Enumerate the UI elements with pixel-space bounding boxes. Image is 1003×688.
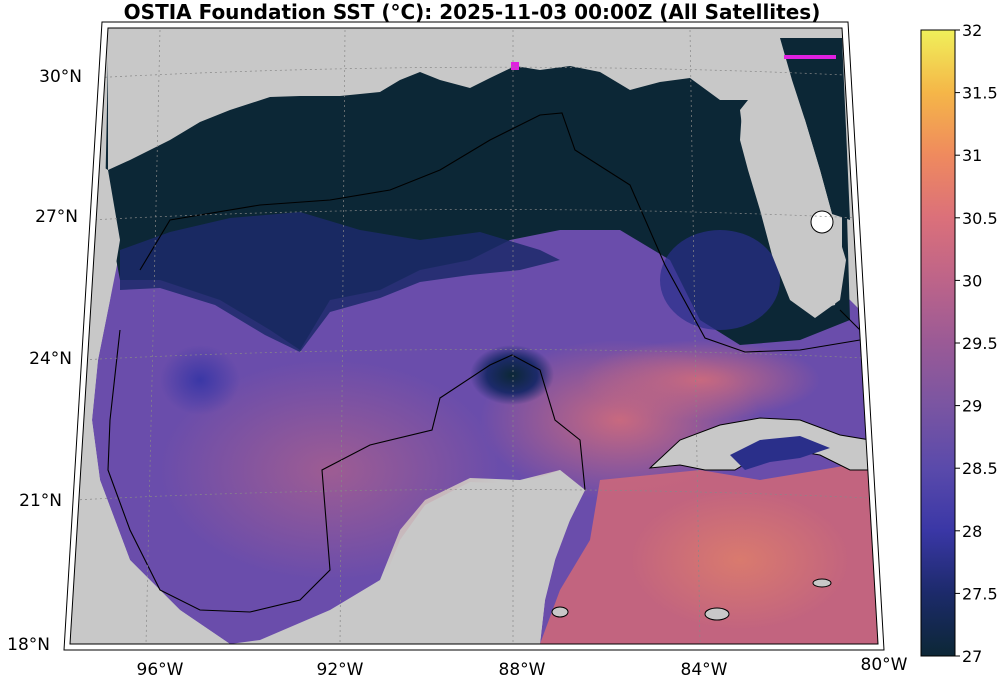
colorbar-tick-label: 27 — [962, 647, 982, 666]
warm-patch — [630, 490, 850, 630]
colorbar-tick-label: 30 — [962, 271, 982, 290]
map-title: OSTIA Foundation SST (°C): 2025-11-03 00… — [124, 0, 821, 24]
mexico-land — [70, 140, 230, 644]
map-border — [63, 21, 885, 651]
map-area — [70, 28, 878, 644]
lon-label-96: 96°W — [137, 660, 184, 680]
florida-peninsula — [740, 85, 846, 318]
yucatan-land — [330, 470, 585, 644]
graticule-lon-84 — [689, 29, 701, 644]
eez-boundary-line — [107, 112, 861, 613]
lon-label-92: 92°W — [317, 660, 364, 680]
graticule-lat-21 — [74, 489, 871, 501]
colorbar-tick-label: 27.5 — [962, 584, 998, 603]
lon-label-84: 84°W — [681, 660, 728, 680]
colorbar-bar — [920, 29, 956, 657]
colorbar-tick-label: 32 — [962, 21, 982, 40]
colorbar-tick-label: 31 — [962, 146, 982, 165]
island-cayman — [704, 607, 730, 621]
graticule-lon-96 — [145, 29, 161, 644]
colorbar-tick-label: 28.5 — [962, 459, 998, 478]
colorbar-tick-label: 29.5 — [962, 334, 998, 353]
colorbar-tick-label: 31.5 — [962, 84, 998, 103]
lon-labels: 96°W 92°W 88°W 84°W 80°W — [137, 655, 908, 680]
island-cozumel — [551, 606, 569, 618]
colorbar-tick-label: 28 — [962, 522, 982, 541]
lat-label-21: 21°N — [19, 491, 62, 511]
west-florida-shelf-eddy — [660, 230, 780, 330]
lat-label-24: 24°N — [29, 349, 72, 369]
lat-label-18: 18°N — [7, 635, 50, 655]
eddy-cool — [160, 345, 240, 415]
shelf-transition — [120, 212, 560, 352]
island-small — [812, 578, 832, 588]
lake-okeechobee — [810, 210, 834, 234]
atlantic-strip — [780, 38, 850, 220]
graticule-lon-92 — [339, 29, 346, 644]
magenta-strip — [784, 55, 836, 59]
cold-core-eddy — [470, 345, 554, 405]
florida-straits-warm — [580, 340, 820, 420]
colorbar-tick-label: 29 — [962, 397, 982, 416]
lat-labels: 30°N 27°N 24°N 21°N 18°N — [7, 67, 82, 655]
graticule-lat-24 — [79, 349, 866, 361]
lon-label-88: 88°W — [499, 660, 546, 680]
colorbar-ticks: 32 31.5 31 30.5 30 29.5 29 28.5 28 27.5 27 — [955, 21, 998, 666]
colorbar: 32 31.5 31 30.5 30 29.5 29 28.5 28 27.5 27 — [920, 21, 998, 666]
us-land — [70, 28, 878, 310]
magenta-mark — [511, 62, 519, 70]
lat-label-27: 27°N — [35, 207, 78, 227]
cuba-shelf — [730, 436, 830, 470]
lon-label-80: 80°W — [861, 655, 908, 675]
graticule — [74, 29, 871, 644]
colorbar-tick-label: 30.5 — [962, 209, 998, 228]
lat-label-30: 30°N — [39, 67, 82, 87]
